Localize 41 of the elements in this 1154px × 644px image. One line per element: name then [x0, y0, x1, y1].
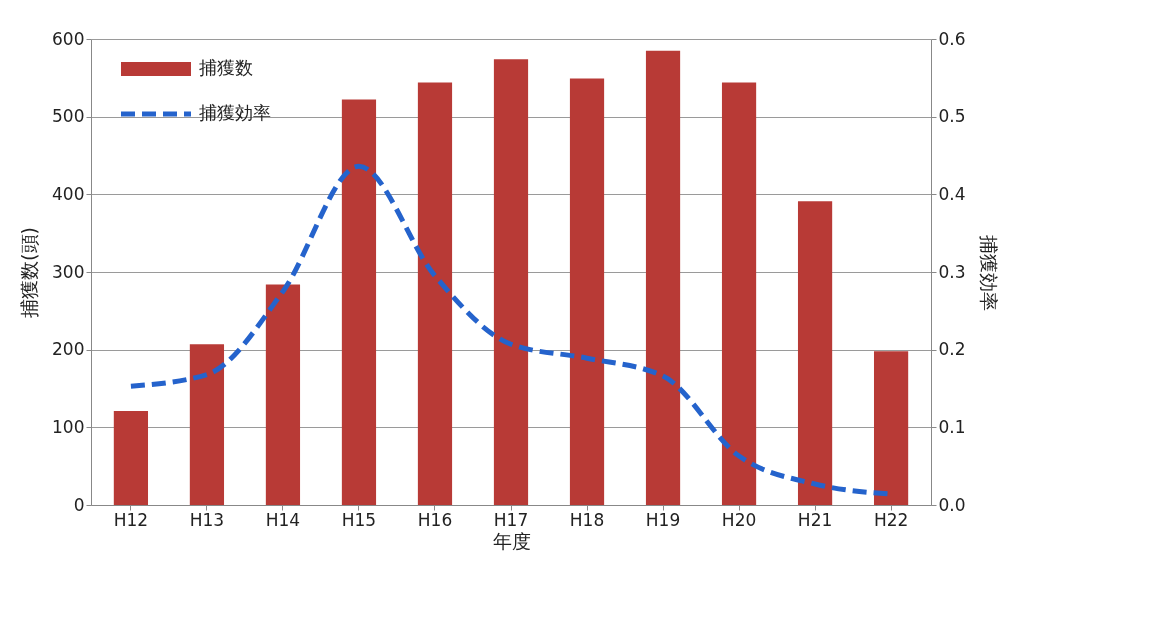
y2-axis-title: 捕獲効率	[977, 234, 1000, 311]
y-tick-label: 200	[52, 339, 85, 360]
y-tick-label: 100	[52, 416, 85, 437]
x-tick-label: H20	[721, 509, 757, 530]
legend-label: 捕獲効率	[199, 102, 271, 123]
bar	[721, 82, 757, 505]
x-tick-label: H15	[341, 509, 377, 530]
bar	[265, 284, 301, 505]
bar	[493, 59, 529, 505]
y2-tick-label: 0.1	[938, 416, 966, 437]
y-tick-label: 400	[52, 183, 85, 204]
y-axis-title: 捕獲数(頭)	[18, 227, 41, 318]
bar	[113, 411, 149, 505]
y2-tick-label: 0.2	[938, 339, 966, 360]
x-tick-label: H13	[189, 509, 225, 530]
bar	[569, 78, 605, 505]
y-tick-label: 600	[52, 28, 85, 49]
bar	[797, 201, 833, 505]
y2-tick-label: 0.6	[938, 28, 966, 49]
x-tick-label: H16	[417, 509, 453, 530]
x-tick-label: H19	[645, 509, 681, 530]
bar	[873, 351, 909, 505]
bar	[417, 82, 453, 505]
x-tick-label: H18	[569, 509, 605, 530]
x-tick-label: H21	[797, 509, 833, 530]
x-tick-label: H12	[113, 509, 149, 530]
x-tick-label: H22	[873, 509, 909, 530]
x-tick-label: H17	[493, 509, 529, 530]
y2-tick-label: 0.4	[938, 183, 966, 204]
x-axis-title: 年度	[492, 529, 531, 552]
y-tick-label: 0	[73, 494, 85, 515]
x-tick-label: H14	[265, 509, 301, 530]
bar	[341, 99, 377, 505]
y-tick-label: 300	[52, 261, 85, 282]
bar	[189, 344, 225, 505]
y2-tick-label: 0.5	[938, 106, 966, 127]
legend-label: 捕獲数	[199, 57, 253, 78]
y2-tick-label: 0.3	[938, 261, 966, 282]
bar	[645, 50, 681, 505]
y2-tick-label: 0.0	[938, 494, 966, 515]
y-tick-label: 500	[52, 106, 85, 127]
